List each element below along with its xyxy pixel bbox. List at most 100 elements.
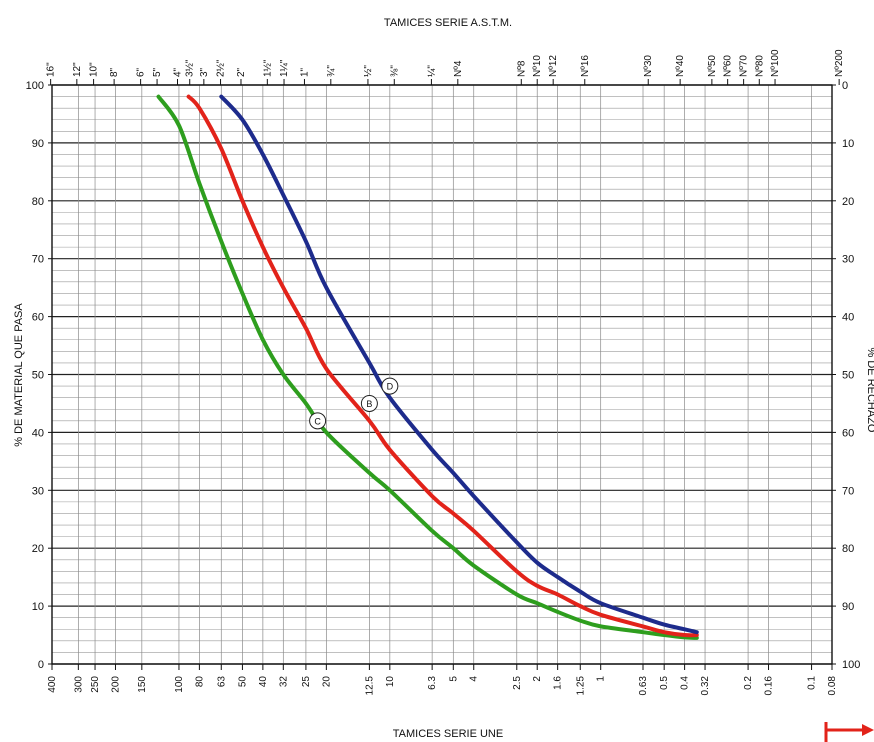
astm-tick-label: 10" <box>89 62 100 77</box>
une-tick-label: 150 <box>137 676 148 693</box>
une-tick-label: 1.25 <box>575 676 586 696</box>
y-tick-label-left: 50 <box>32 370 44 382</box>
une-tick-label: 80 <box>194 676 205 688</box>
series-curve-b <box>186 94 699 638</box>
une-tick-label: 100 <box>174 676 185 693</box>
y-tick-label-right: 80 <box>842 543 854 555</box>
une-tick-label: 200 <box>110 676 121 693</box>
astm-tick-label: Nº200 <box>834 49 845 77</box>
astm-tick-label: 1¼" <box>278 59 290 77</box>
annotation-label: B <box>366 399 372 409</box>
astm-tick-label: 16" <box>46 62 57 77</box>
une-tick-label: 0.4 <box>680 676 691 690</box>
astm-tick-label: 1" <box>299 67 310 77</box>
une-tick-label: 50 <box>237 676 248 688</box>
astm-tick-label: ½" <box>363 65 374 77</box>
y-tick-label-right: 0 <box>842 80 848 92</box>
bottom-axis-title: TAMICES SERIE UNE <box>393 728 503 740</box>
y-tick-label-left: 60 <box>32 312 44 324</box>
astm-tick-label: 6" <box>136 67 147 77</box>
right-axis-title: % DE RECHAZO <box>865 348 874 433</box>
une-tick-label: 2 <box>532 676 543 682</box>
une-tick-label: 1.6 <box>553 676 564 690</box>
astm-tick-label: 5" <box>152 67 163 77</box>
astm-tick-label: Nº10 <box>532 55 543 77</box>
astm-tick-label: 2" <box>236 67 247 77</box>
une-tick-label: 32 <box>278 676 289 688</box>
une-tick-label: 4 <box>469 676 480 682</box>
astm-tick-label: 3½" <box>185 59 196 77</box>
astm-tick-label: Nº70 <box>739 55 750 77</box>
annotation-label: D <box>387 382 394 392</box>
left-axis-title: % DE MATERIAL QUE PASA <box>13 303 25 447</box>
y-tick-label-left: 80 <box>32 196 44 208</box>
astm-tick-label: Nº60 <box>723 55 734 77</box>
astm-tick-label: 4" <box>173 67 184 77</box>
annotation-layer: C B D <box>309 377 399 430</box>
une-tick-label: 300 <box>73 676 84 693</box>
annotation-circle <box>360 394 378 412</box>
y-tick-label-right: 50 <box>842 370 854 382</box>
series-curve-a <box>219 94 699 635</box>
astm-tick-label: Nº8 <box>516 60 527 77</box>
ticks-layer: 0102030405060708090100100908070605040302… <box>26 49 861 695</box>
y-tick-label-left: 0 <box>38 659 44 671</box>
y-tick-label-left: 90 <box>32 138 44 150</box>
astm-tick-label: 12" <box>72 62 83 77</box>
y-tick-label-right: 90 <box>842 601 854 613</box>
astm-tick-label: ¾" <box>326 65 337 77</box>
astm-tick-label: Nº30 <box>643 55 654 77</box>
astm-tick-label: 1½" <box>262 59 273 77</box>
series-layer <box>156 94 699 640</box>
une-tick-label: 63 <box>216 676 227 688</box>
une-tick-label: 0.5 <box>659 676 670 690</box>
y-tick-label-left: 20 <box>32 543 44 555</box>
grid-layer <box>51 84 833 665</box>
une-tick-label: 250 <box>90 676 101 693</box>
une-tick-label: 6.3 <box>427 676 438 690</box>
series-curve-c <box>156 94 699 640</box>
une-tick-label: 0.32 <box>700 676 711 696</box>
astm-tick-label: Nº50 <box>707 55 718 77</box>
y-tick-label-left: 30 <box>32 485 44 497</box>
astm-tick-label: Nº100 <box>770 49 781 77</box>
y-tick-label-right: 60 <box>842 427 854 439</box>
une-tick-label: 0.16 <box>764 676 775 696</box>
astm-tick-label: ⅜" <box>389 65 400 77</box>
une-tick-label: 12.5 <box>364 676 375 696</box>
top-axis-title: TAMICES SERIE A.S.T.M. <box>384 17 512 29</box>
une-tick-label: 2.5 <box>512 676 523 690</box>
une-tick-label: 20 <box>321 676 332 688</box>
y-tick-label-right: 10 <box>842 138 854 150</box>
y-tick-label-right: 30 <box>842 254 854 266</box>
une-tick-label: 0.63 <box>638 676 649 696</box>
astm-tick-label: 8" <box>109 67 120 77</box>
y-tick-label-right: 20 <box>842 196 854 208</box>
une-tick-label: 1 <box>596 676 607 682</box>
astm-tick-label: 3" <box>199 67 210 77</box>
une-tick-label: 25 <box>301 676 312 688</box>
y-tick-label-left: 40 <box>32 427 44 439</box>
astm-tick-label: 2½" <box>216 59 227 77</box>
y-tick-label-left: 10 <box>32 601 44 613</box>
astm-tick-label: Nº16 <box>580 55 591 77</box>
y-tick-label-right: 40 <box>842 312 854 324</box>
une-tick-label: 10 <box>385 676 396 688</box>
y-tick-label-left: 100 <box>26 80 44 92</box>
une-tick-label: 400 <box>47 676 58 693</box>
annotation-label: C <box>314 416 321 426</box>
y-tick-label-right: 70 <box>842 485 854 497</box>
arrow-marker <box>824 722 874 742</box>
une-tick-label: 5 <box>448 676 459 682</box>
astm-tick-label: Nº12 <box>548 55 559 77</box>
y-tick-label-right: 100 <box>842 659 860 671</box>
une-tick-label: 40 <box>258 676 269 688</box>
astm-tick-label: Nº4 <box>453 60 464 77</box>
annotation-circle <box>381 377 399 395</box>
annotation-circle <box>309 412 327 430</box>
une-tick-label: 0.1 <box>807 676 818 690</box>
une-tick-label: 0.2 <box>743 676 754 690</box>
astm-tick-label: Nº80 <box>754 55 765 77</box>
astm-tick-label: ¼" <box>425 65 437 77</box>
